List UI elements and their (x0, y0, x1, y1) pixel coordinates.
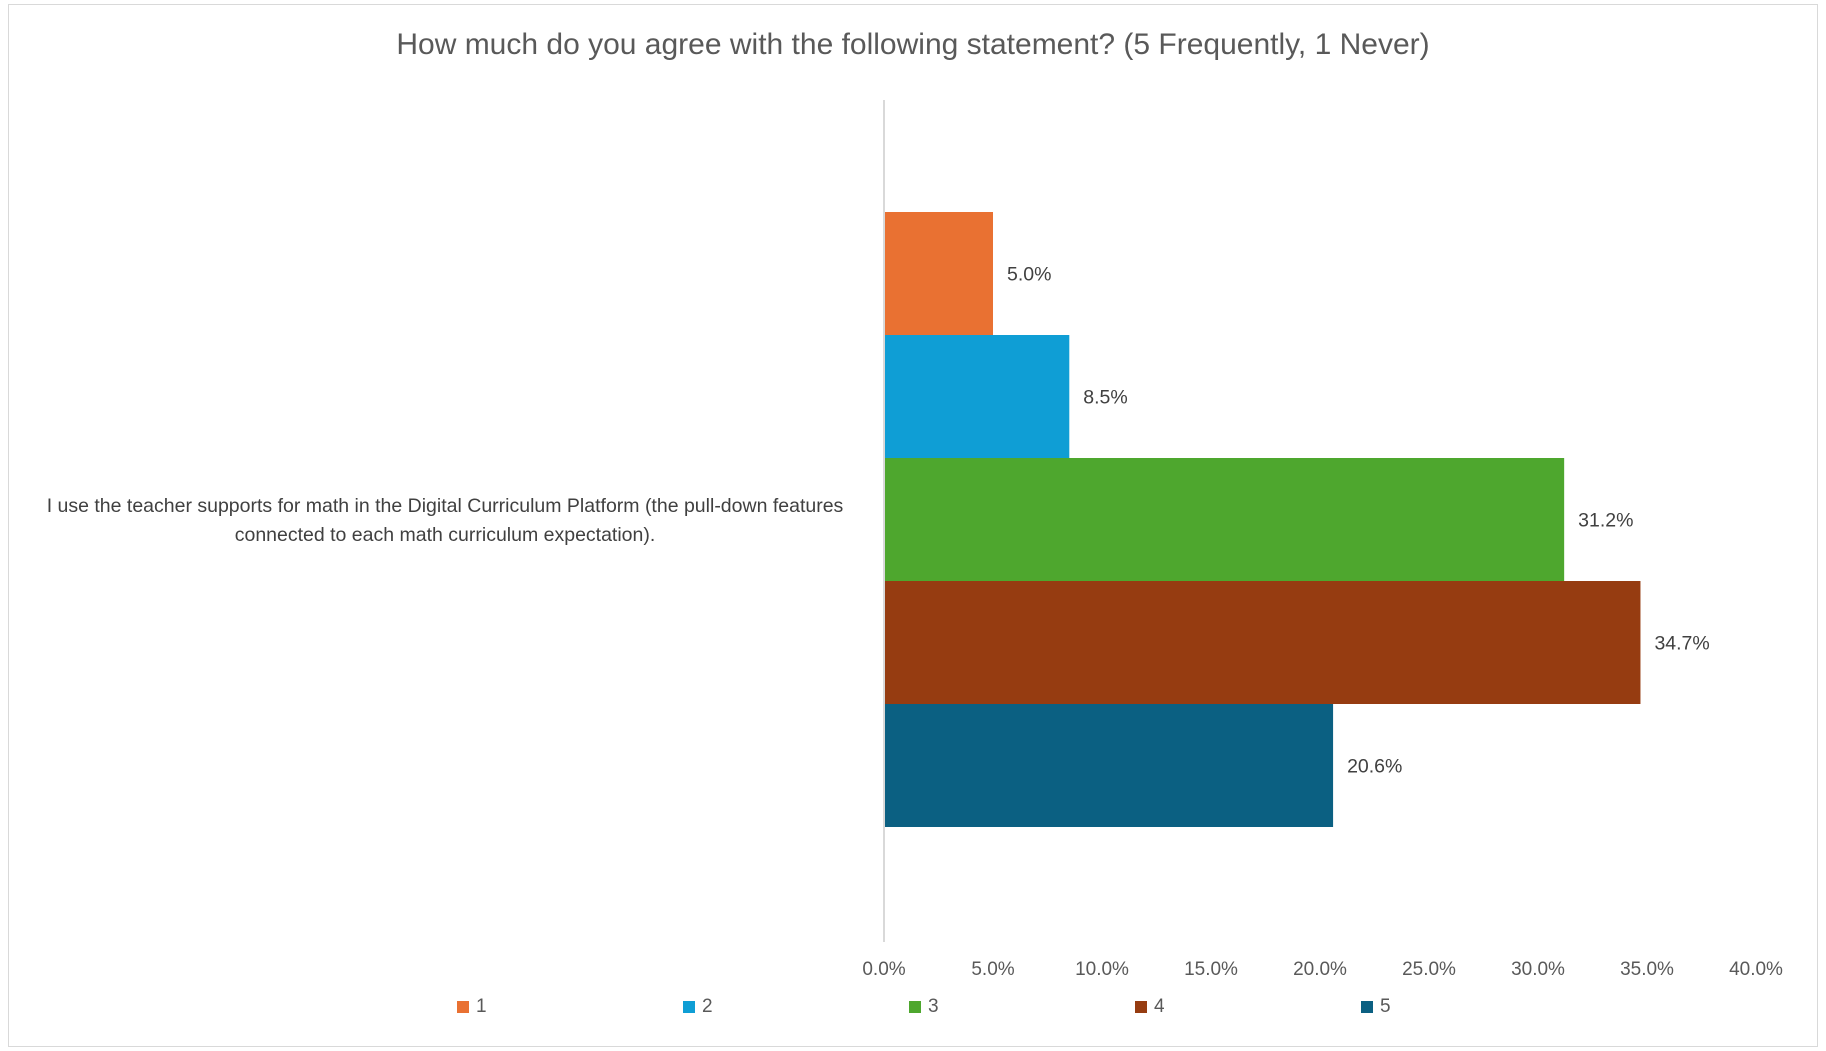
bar-series-5 (884, 704, 1334, 827)
legend-item-4: 4 (1135, 996, 1165, 1018)
x-tick-label: 30.0% (1511, 959, 1565, 980)
legend-label: 4 (1154, 996, 1165, 1017)
x-tick-label: 15.0% (1184, 959, 1238, 980)
bar-series-3 (884, 458, 1565, 581)
x-tick-label: 35.0% (1620, 959, 1674, 980)
legend-swatch (457, 1001, 469, 1013)
legend-label: 3 (928, 996, 939, 1017)
category-label: I use the teacher supports for math in t… (20, 492, 870, 550)
x-tick-label: 40.0% (1729, 959, 1783, 980)
data-label-series-2: 8.5% (1083, 387, 1127, 409)
category-label-line-2: connected to each math curriculum expect… (234, 524, 656, 546)
legend-swatch (1361, 1001, 1373, 1013)
legend-swatch (909, 1001, 921, 1013)
data-label-series-4: 34.7% (1654, 633, 1709, 655)
data-label-series-3: 31.2% (1578, 510, 1633, 532)
x-tick-label: 20.0% (1293, 959, 1347, 980)
x-tick-label: 10.0% (1075, 959, 1129, 980)
legend-item-5: 5 (1361, 996, 1391, 1018)
legend-swatch (1135, 1001, 1147, 1013)
data-label-series-5: 20.6% (1347, 756, 1402, 778)
chart-title: How much do you agree with the following… (396, 28, 1430, 61)
legend-item-1: 1 (457, 996, 487, 1018)
bar-series-2 (884, 335, 1070, 458)
x-tick-label: 25.0% (1402, 959, 1456, 980)
category-label-line-1: I use the teacher supports for math in t… (46, 495, 844, 517)
x-tick-label: 5.0% (971, 959, 1014, 980)
legend: 1 2 3 4 5 (0, 996, 1826, 1026)
bar-series-1 (884, 212, 993, 335)
bar-series-4 (884, 581, 1641, 704)
legend-label: 5 (1380, 996, 1391, 1017)
legend-item-3: 3 (909, 996, 939, 1018)
legend-label: 2 (702, 996, 713, 1017)
legend-swatch (683, 1001, 695, 1013)
legend-label: 1 (476, 996, 487, 1017)
x-tick-label: 0.0% (862, 959, 905, 980)
data-label-series-1: 5.0% (1007, 264, 1051, 286)
legend-item-2: 2 (683, 996, 713, 1018)
